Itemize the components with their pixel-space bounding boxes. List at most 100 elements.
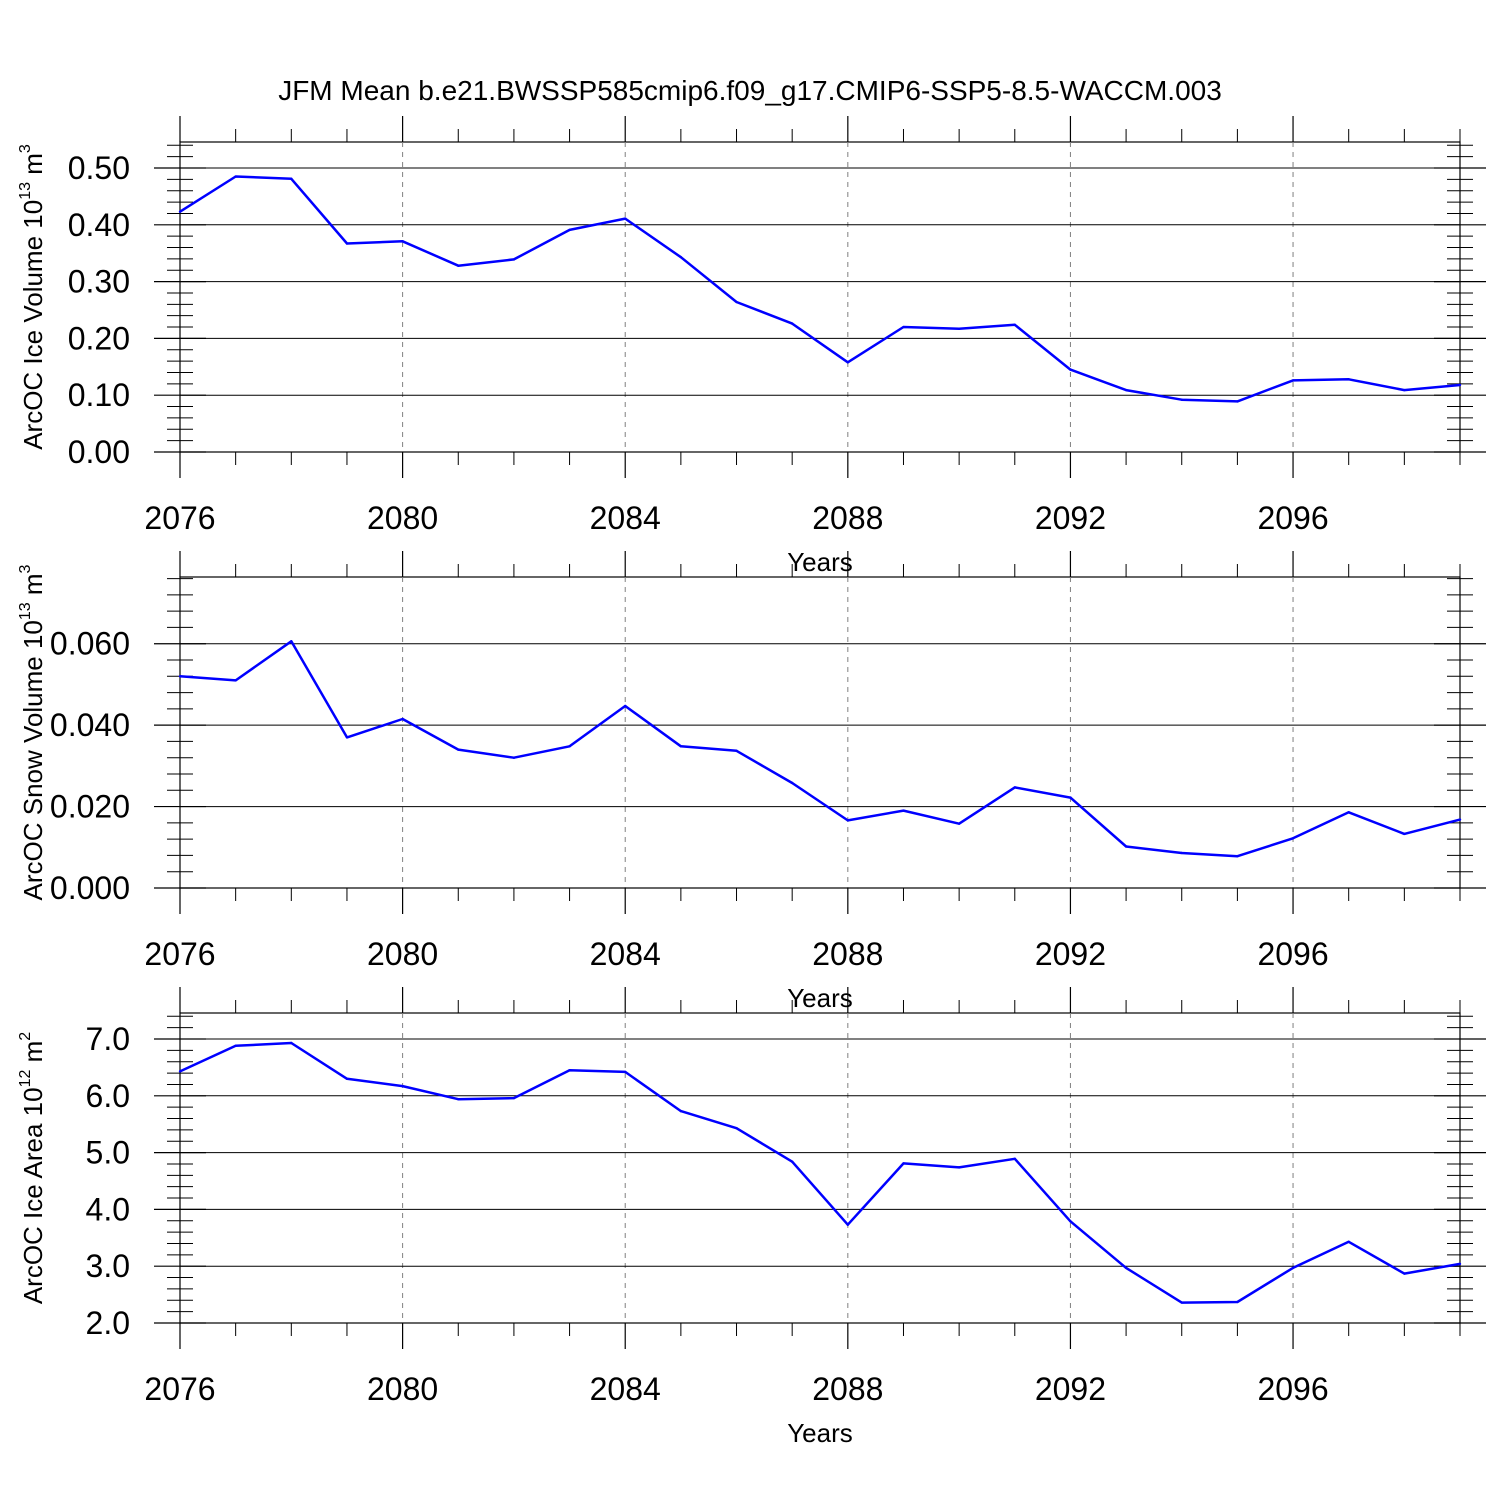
- data-point: [512, 756, 516, 759]
- data-point: [401, 240, 404, 243]
- x-tick-label: 2076: [144, 500, 215, 536]
- data-point: [512, 258, 516, 261]
- y-tick-label: 0.10: [68, 377, 130, 413]
- y-tick-label: 0.00: [68, 434, 130, 470]
- data-point: [568, 1069, 571, 1072]
- data-point: [1347, 811, 1350, 814]
- x-tick-label: 2080: [367, 500, 438, 536]
- data-point: [679, 1109, 683, 1113]
- x-tick-label: 2080: [367, 1371, 438, 1407]
- data-point: [1069, 1220, 1072, 1223]
- data-point: [1458, 1262, 1462, 1266]
- y-tick-label: 0.020: [50, 789, 130, 825]
- data-point: [345, 242, 349, 245]
- x-tick-label: 2084: [590, 500, 661, 536]
- data-point: [345, 736, 349, 739]
- data-point: [1403, 388, 1406, 392]
- data-point: [957, 327, 961, 330]
- data-point: [178, 675, 182, 678]
- chart-panel-3: 2076 2080 2084 2088 2092 2096 2.0 3.0 4.0 5.0 6.0 7…: [17, 987, 1486, 1448]
- chart-panel-1: 2076 2080 2084 2088 2092 2096 0.00 0.10 0.20 0.30…: [17, 116, 1486, 577]
- data-point: [178, 210, 182, 213]
- y-tick-label: 5.0: [86, 1135, 130, 1171]
- data-series-line: [179, 1041, 1461, 1304]
- data-point: [568, 228, 571, 232]
- data-point: [1458, 383, 1462, 387]
- x-tick-label: 2096: [1257, 1371, 1328, 1407]
- y-tick-label: 0.040: [50, 707, 130, 743]
- plot-frame: [179, 1012, 1461, 1324]
- data-point: [457, 748, 460, 751]
- data-point: [1180, 398, 1183, 401]
- data-point: [735, 300, 738, 304]
- y-tick-label: 4.0: [86, 1191, 130, 1227]
- y-tick-label: 0.30: [68, 264, 130, 300]
- data-point: [1347, 378, 1350, 381]
- data-point: [1347, 1240, 1350, 1243]
- data-point: [178, 1070, 182, 1073]
- y-tick-label: 0.20: [68, 320, 130, 356]
- data-point: [1291, 837, 1295, 840]
- data-point: [735, 1126, 738, 1130]
- data-point: [624, 217, 627, 220]
- x-tick-label: 2084: [590, 936, 661, 972]
- data-point: [679, 745, 683, 748]
- data-point: [846, 361, 850, 364]
- x-tick-label: 2092: [1035, 500, 1106, 536]
- data-point: [401, 1084, 404, 1088]
- data-point: [846, 819, 850, 822]
- data-point: [1403, 832, 1406, 836]
- y-axis-title: ArcOC Ice Area 1012 m2: [17, 1032, 48, 1304]
- data-point: [624, 1070, 627, 1074]
- plot-frame: [179, 141, 1461, 453]
- y-tick-label: 0.060: [50, 626, 130, 662]
- x-tick-label: 2084: [590, 1371, 661, 1407]
- x-tick-label: 2096: [1257, 500, 1328, 536]
- data-point: [512, 1096, 516, 1100]
- data-point: [1069, 796, 1072, 799]
- data-point: [345, 1077, 349, 1080]
- data-point: [957, 822, 961, 825]
- data-point: [957, 1166, 961, 1169]
- data-point: [1013, 786, 1016, 789]
- data-point: [1013, 1157, 1016, 1161]
- data-point: [1291, 1266, 1295, 1270]
- y-tick-label: 0.50: [68, 150, 130, 186]
- panels: 2076 2080 2084 2088 2092 2096 0.00 0.10 0.20 0.30…: [17, 116, 1486, 1448]
- data-point: [902, 1162, 905, 1165]
- data-point: [1180, 851, 1183, 855]
- data-point: [1403, 1272, 1406, 1275]
- x-tick-label: 2092: [1035, 1371, 1106, 1407]
- data-point: [1236, 855, 1239, 858]
- x-axis-title: Years: [787, 547, 853, 577]
- data-point: [902, 809, 905, 812]
- data-point: [1124, 388, 1128, 392]
- y-tick-label: 2.0: [86, 1305, 130, 1341]
- x-tick-label: 2076: [144, 1371, 215, 1407]
- x-tick-label: 2088: [812, 936, 883, 972]
- x-tick-label: 2088: [812, 500, 883, 536]
- x-tick-label: 2096: [1257, 936, 1328, 972]
- chart-title: JFM Mean b.e21.BWSSP585cmip6.f09_g17.CMI…: [278, 75, 1222, 106]
- y-axis-title: ArcOC Snow Volume 1013 m3: [17, 564, 48, 900]
- x-axis-title: Years: [787, 983, 853, 1013]
- data-point: [790, 1160, 794, 1163]
- y-axis-title: ArcOC Ice Volume 1013 m3: [17, 144, 48, 450]
- y-tick-label: 0.000: [50, 870, 130, 906]
- x-tick-label: 2088: [812, 1371, 883, 1407]
- x-tick-label: 2076: [144, 936, 215, 972]
- data-point: [290, 640, 293, 643]
- data-point: [846, 1223, 850, 1226]
- x-axis-title: Years: [787, 1418, 853, 1448]
- data-point: [1236, 400, 1239, 403]
- data-point: [790, 781, 794, 785]
- data-point: [735, 749, 738, 752]
- y-tick-label: 3.0: [86, 1248, 130, 1284]
- data-point: [1013, 323, 1016, 326]
- data-point: [1291, 379, 1295, 382]
- y-tick-label: 6.0: [86, 1078, 130, 1114]
- x-tick-label: 2080: [367, 936, 438, 972]
- data-series-line: [179, 640, 1461, 858]
- data-point: [234, 1044, 237, 1048]
